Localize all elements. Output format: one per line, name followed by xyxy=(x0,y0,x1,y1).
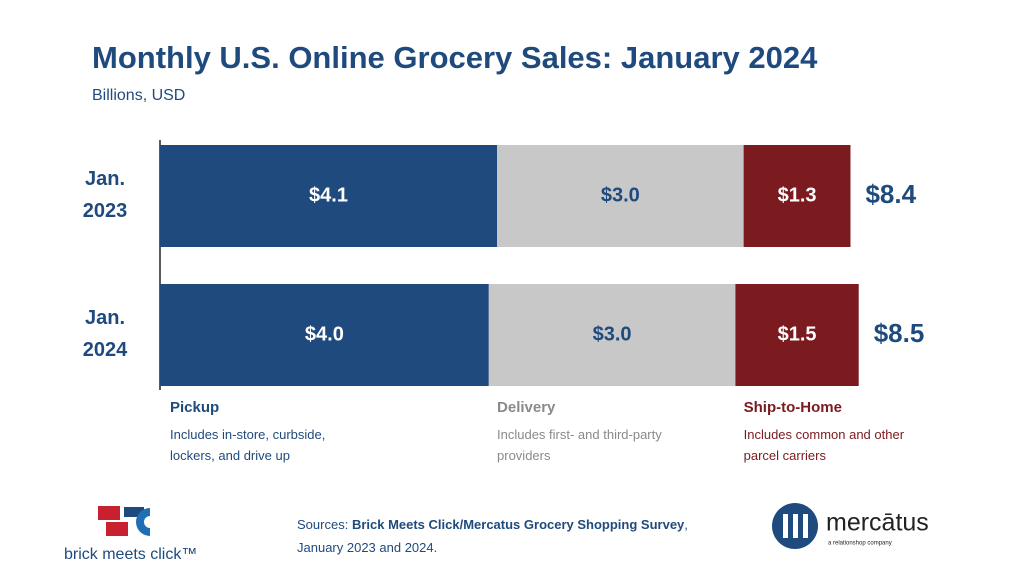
source-suffix: , January 2023 and 2024. xyxy=(297,517,688,555)
bar-segment xyxy=(735,284,859,386)
value-label: $4.0 xyxy=(305,323,344,345)
legend-name: Ship-to-Home xyxy=(743,399,842,416)
total-label: $8.5 xyxy=(874,318,925,348)
total-label: $8.4 xyxy=(865,179,916,209)
value-label: $3.0 xyxy=(601,184,640,206)
legend-description: Includes common and other parcel carrier… xyxy=(743,427,905,463)
bar-segment xyxy=(743,145,851,247)
bar-segment xyxy=(160,284,489,386)
logo-right-mark xyxy=(772,503,818,549)
chart-title: Monthly U.S. Online Grocery Sales: Janua… xyxy=(92,40,818,75)
logo-left-text: brick meets click™ xyxy=(64,546,197,563)
source-prefix: Sources: xyxy=(297,517,349,532)
bar-segment xyxy=(488,284,736,386)
source: Sources: Brick Meets Click/Mercatus Groc… xyxy=(297,513,717,559)
value-label: $4.1 xyxy=(309,184,348,206)
logo-left-mark xyxy=(98,506,150,536)
legend-name: Delivery xyxy=(497,399,556,416)
source-name: Brick Meets Click/Mercatus Grocery Shopp… xyxy=(351,517,685,532)
bar-segment xyxy=(160,145,498,247)
logo-right-text: mercātus xyxy=(826,509,929,537)
category-label: Jan. 2023 xyxy=(82,168,128,222)
chart-subtitle: Billions, USD xyxy=(92,87,186,104)
value-label: $1.5 xyxy=(778,323,817,345)
category-label: Jan. 2024 xyxy=(82,307,128,361)
bar-segment xyxy=(497,145,744,247)
legend-name: Pickup xyxy=(170,399,220,416)
logo-right-tagline: a relationshop company xyxy=(828,541,892,547)
value-label: $3.0 xyxy=(593,323,632,345)
value-label: $1.3 xyxy=(778,184,817,206)
legend-description: Includes first- and third-party provider… xyxy=(497,427,662,463)
legend-description: Includes in-store, curbside, lockers, an… xyxy=(170,427,326,463)
